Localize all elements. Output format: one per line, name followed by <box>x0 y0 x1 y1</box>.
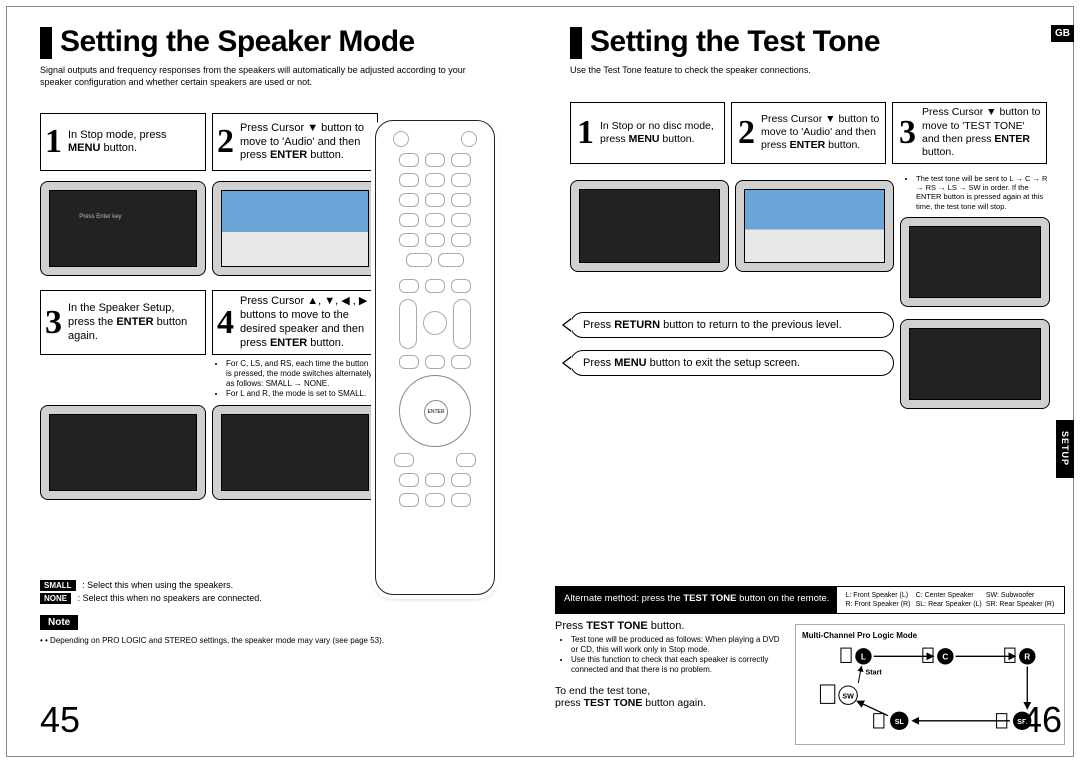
step-2-box: 2 Press Cursor ▼ button to move to 'Audi… <box>212 113 378 171</box>
r-step-1-box: 1 In Stop or no disc mode, press MENU bu… <box>570 102 725 164</box>
r-tv-2 <box>735 180 894 272</box>
r-step-2-box: 2 Press Cursor ▼ button to move to 'Audi… <box>731 102 886 164</box>
left-title-block: Setting the Speaker Mode <box>40 25 545 59</box>
svg-text:C: C <box>942 653 948 662</box>
svg-text:SL: SL <box>895 718 905 726</box>
alt-method-text: Alternate method: press the TEST TONE bu… <box>556 587 837 613</box>
r-step-3-num: 3 <box>897 116 918 150</box>
r-tv-1 <box>570 180 729 272</box>
r-step-2-text: Press Cursor ▼ button to move to 'Audio'… <box>761 113 881 152</box>
step-3-text: In the Speaker Setup, press the ENTER bu… <box>68 302 199 343</box>
step-1-num: 1 <box>43 125 64 159</box>
note-l-r: For L and R, the mode is set to SMALL. <box>226 389 375 399</box>
svg-text:SW: SW <box>842 692 854 700</box>
small-def: : Select this when using the speakers. <box>82 580 233 590</box>
left-screens-1: Press Enter key <box>40 181 380 276</box>
alt-method-bar: Alternate method: press the TEST TONE bu… <box>555 586 1065 614</box>
left-title: Setting the Speaker Mode <box>60 25 415 59</box>
step-3-num: 3 <box>43 306 64 340</box>
r-tv-3 <box>900 217 1050 307</box>
left-steps-row-1: 1 In Stop mode, press MENU button. 2 Pre… <box>40 113 380 171</box>
setup-side-tab: SETUP <box>1056 420 1074 478</box>
step-3-box: 3 In the Speaker Setup, press the ENTER … <box>40 290 206 355</box>
bottom-note: • • Depending on PRO LOGIC and STEREO se… <box>40 636 545 645</box>
right-steps-row: 1 In Stop or no disc mode, press MENU bu… <box>570 102 1070 164</box>
small-tag: SMALL <box>40 580 76 591</box>
page-number-right: 46 <box>1022 699 1062 741</box>
none-def: : Select this when no speakers are conne… <box>78 593 262 603</box>
prologic-flow-svg: L C R SW SL SR Start <box>802 644 1058 736</box>
r-step-1-text: In Stop or no disc mode, press MENU butt… <box>600 120 720 146</box>
svg-text:Start: Start <box>865 669 882 677</box>
title-bar-icon <box>570 27 582 59</box>
title-bar-icon <box>40 27 52 59</box>
step-4-box: 4 Press Cursor ▲, ▼, ◀ , ▶ buttons to mo… <box>212 290 378 355</box>
right-screens-1 <box>570 180 894 272</box>
end-test-tone: To end the test tone, press TEST TONE bu… <box>555 685 785 709</box>
step-2-num: 2 <box>215 125 236 159</box>
left-screens-2 <box>40 405 380 500</box>
page-number-left: 45 <box>40 699 80 741</box>
diagram-title: Multi-Channel Pro Logic Mode <box>802 631 1058 640</box>
left-subtitle: Signal outputs and frequency responses f… <box>40 65 500 88</box>
return-bubble: Press RETURN button to return to the pre… <box>570 312 894 338</box>
r-step-3-box: 3 Press Cursor ▼ button to move to 'TEST… <box>892 102 1047 164</box>
footer-right: Alternate method: press the TEST TONE bu… <box>555 580 1065 745</box>
step-2-text: Press Cursor ▼ button to move to 'Audio'… <box>240 122 371 163</box>
speaker-legend: L: Front Speaker (L) C: Center Speaker S… <box>837 587 1064 613</box>
svg-text:R: R <box>1024 653 1030 662</box>
tv-screenshot-4 <box>212 405 378 500</box>
right-title: Setting the Test Tone <box>590 25 880 59</box>
menu-bubble: Press MENU button to exit the setup scre… <box>570 350 894 376</box>
right-title-block: Setting the Test Tone <box>570 25 1070 59</box>
r-step-3-text: Press Cursor ▼ button to move to 'TEST T… <box>922 106 1042 159</box>
test-tone-sequence-note: The test tone will be sent to L → C → R … <box>900 174 1050 212</box>
svg-text:L: L <box>861 653 866 662</box>
remote-control-illustration: ENTER <box>375 120 495 595</box>
right-subtitle: Use the Test Tone feature to check the s… <box>570 65 1070 77</box>
right-page: Setting the Test Tone Use the Test Tone … <box>570 25 1070 409</box>
left-steps-row-2: 3 In the Speaker Setup, press the ENTER … <box>40 290 380 355</box>
r-step-1-num: 1 <box>575 116 596 150</box>
tv-screenshot-2 <box>212 181 378 276</box>
r-step-2-num: 2 <box>736 116 757 150</box>
step-1-box: 1 In Stop mode, press MENU button. <box>40 113 206 171</box>
step-1-text: In Stop mode, press MENU button. <box>68 129 199 157</box>
note-label: Note <box>40 615 78 630</box>
note-c-ls-rs: For C, LS, and RS, each time the button … <box>226 359 375 389</box>
right-row2: Press RETURN button to return to the pre… <box>570 170 1070 410</box>
left-mid-notes: For C, LS, and RS, each time the button … <box>210 359 375 399</box>
none-tag: NONE <box>40 593 71 604</box>
tv-screenshot-1: Press Enter key <box>40 181 206 276</box>
test-tone-instructions: Press TEST TONE button. Test tone will b… <box>555 620 785 745</box>
r-tv-4 <box>900 319 1050 409</box>
step-4-text: Press Cursor ▲, ▼, ◀ , ▶ buttons to move… <box>240 295 371 350</box>
step-4-num: 4 <box>215 306 236 340</box>
tv-screenshot-3 <box>40 405 206 500</box>
